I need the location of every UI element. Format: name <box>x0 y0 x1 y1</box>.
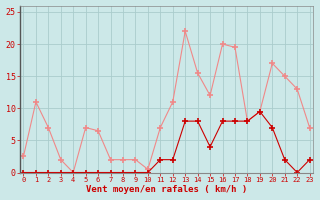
X-axis label: Vent moyen/en rafales ( km/h ): Vent moyen/en rafales ( km/h ) <box>86 185 247 194</box>
